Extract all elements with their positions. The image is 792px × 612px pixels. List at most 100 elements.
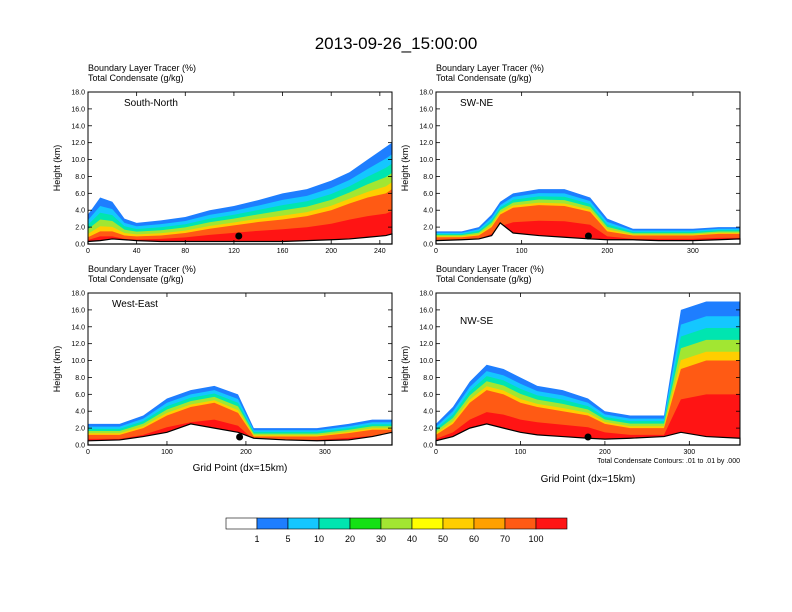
location-marker	[584, 232, 592, 240]
y-tick-label: 6.0	[423, 191, 433, 198]
y-tick-label: 10.0	[71, 358, 85, 365]
panel-name-nw-se: NW-SE	[460, 316, 493, 327]
y-tick-label: 10.0	[419, 157, 433, 164]
panel-south-north: Boundary Layer Tracer (%) Total Condensa…	[52, 63, 393, 255]
y-tick-label: 8.0	[423, 375, 433, 382]
y-tick-label: 16.0	[71, 106, 85, 113]
tracer-core-100	[88, 211, 392, 244]
colorbar-label: 20	[345, 534, 355, 544]
y-tick-label: 4.0	[75, 409, 85, 416]
panel-sw-ne: Boundary Layer Tracer (%) Total Condensa…	[400, 63, 741, 255]
field-label-tracer: Boundary Layer Tracer (%)	[436, 264, 544, 274]
y-tick-label: 12.0	[71, 140, 85, 147]
y-tick-label: 8.0	[75, 174, 85, 181]
x-tick-label: 300	[319, 449, 331, 456]
y-tick-label: 4.0	[423, 208, 433, 215]
field-label-condensate: Total Condensate (g/kg)	[436, 73, 532, 83]
field-label-condensate: Total Condensate (g/kg)	[436, 274, 532, 284]
y-tick-label: 0.0	[423, 242, 433, 249]
panel-nw-se: Boundary Layer Tracer (%) Total Condensa…	[400, 264, 741, 485]
y-axis-label-south-north: Height (km)	[52, 145, 62, 192]
y-tick-label: 16.0	[419, 106, 433, 113]
y-tick-label: 2.0	[423, 225, 433, 232]
y-tick-label: 16.0	[71, 307, 85, 314]
plot-frame	[87, 292, 393, 446]
terrain	[435, 423, 741, 446]
colorbar-label: 30	[376, 534, 386, 544]
field-label-condensate: Total Condensate (g/kg)	[88, 73, 184, 83]
y-tick-label: 14.0	[71, 324, 85, 331]
x-tick-label: 200	[325, 248, 337, 255]
y-tick-label: 8.0	[75, 375, 85, 382]
y-axis-label-nw-se: Height (km)	[400, 346, 410, 393]
x-tick-label: 300	[683, 449, 695, 456]
colorbar-label: 1	[254, 534, 259, 544]
x-tick-label: 0	[434, 449, 438, 456]
x-tick-label: 200	[599, 449, 611, 456]
colorbar-label: 70	[500, 534, 510, 544]
y-tick-label: 12.0	[71, 341, 85, 348]
x-tick-label: 100	[161, 449, 173, 456]
y-tick-label: 18.0	[71, 291, 85, 298]
x-axis-label-west-east: Grid Point (dx=15km)	[193, 463, 288, 474]
location-marker	[584, 433, 592, 441]
x-tick-label: 200	[240, 449, 252, 456]
location-marker	[235, 232, 243, 240]
y-tick-label: 8.0	[423, 174, 433, 181]
x-tick-label: 100	[515, 449, 527, 456]
y-tick-label: 6.0	[423, 392, 433, 399]
y-tick-label: 10.0	[419, 358, 433, 365]
plot-frame	[435, 292, 741, 446]
plot-area-west-east: 0.0 2.0 4.0 6.0 8.0 10.0 12.0 14.0 16.0 18.0 0 100 2…	[71, 291, 393, 456]
colorbar-swatch	[535, 517, 568, 530]
colorbar-swatch	[380, 517, 413, 530]
x-tick-label: 200	[601, 248, 613, 255]
x-tick-label: 0	[434, 248, 438, 255]
x-tick-label: 80	[181, 248, 189, 255]
colorbar-swatch	[473, 517, 506, 530]
y-tick-label: 16.0	[419, 307, 433, 314]
panel-west-east: Boundary Layer Tracer (%) Total Condensa…	[52, 264, 393, 474]
y-tick-label: 14.0	[71, 123, 85, 130]
x-tick-label: 0	[86, 449, 90, 456]
y-tick-label: 18.0	[419, 90, 433, 97]
field-label-tracer: Boundary Layer Tracer (%)	[88, 264, 196, 274]
colorbar-label: 100	[528, 534, 543, 544]
x-tick-label: 160	[277, 248, 289, 255]
x-tick-label: 40	[133, 248, 141, 255]
main-title: 2013-09-26_15:00:00	[315, 34, 478, 53]
colorbar-swatch	[287, 517, 320, 530]
plot-area-nw-se: 0.0 2.0 4.0 6.0 8.0 10.0 12.0 14.0 16.0 18.0 0 100 2…	[419, 291, 741, 456]
field-label-tracer: Boundary Layer Tracer (%)	[88, 63, 196, 73]
colorbar-swatch	[442, 517, 475, 530]
y-tick-label: 2.0	[423, 426, 433, 433]
plot-area-south-north: 0.0 2.0 4.0 6.0 8.0 10.0 12.0 14.0 16.0 18.0 0 40 80…	[71, 90, 393, 255]
x-tick-label: 120	[228, 248, 240, 255]
terrain	[435, 222, 741, 245]
colorbar-swatch	[504, 517, 537, 530]
y-tick-label: 18.0	[419, 291, 433, 298]
colorbar-swatch	[225, 517, 258, 530]
x-tick-label: 0	[86, 248, 90, 255]
contour-note: Total Condensate Contours: .01 to .01 by…	[597, 458, 740, 465]
y-tick-label: 4.0	[423, 409, 433, 416]
field-label-condensate: Total Condensate (g/kg)	[88, 274, 184, 284]
colorbar-swatch	[256, 517, 289, 530]
x-tick-label: 240	[374, 248, 386, 255]
x-tick-label: 100	[516, 248, 528, 255]
location-marker	[236, 433, 244, 441]
y-axis-label-sw-ne: Height (km)	[400, 145, 410, 192]
y-tick-label: 2.0	[75, 426, 85, 433]
y-tick-label: 12.0	[419, 140, 433, 147]
y-tick-label: 0.0	[75, 443, 85, 450]
colorbar: 1 5 10 20 30 40 50 60 70 100	[225, 517, 568, 544]
y-tick-label: 6.0	[75, 191, 85, 198]
y-tick-label: 14.0	[419, 324, 433, 331]
colorbar-label: 10	[314, 534, 324, 544]
plot-area-sw-ne: 0.0 2.0 4.0 6.0 8.0 10.0 12.0 14.0 16.0 18.0 0 100 2…	[419, 90, 741, 255]
colorbar-label: 40	[407, 534, 417, 544]
y-tick-label: 10.0	[71, 157, 85, 164]
plot-frame	[435, 91, 741, 245]
x-axis-label-nw-se: Grid Point (dx=15km)	[541, 474, 636, 485]
